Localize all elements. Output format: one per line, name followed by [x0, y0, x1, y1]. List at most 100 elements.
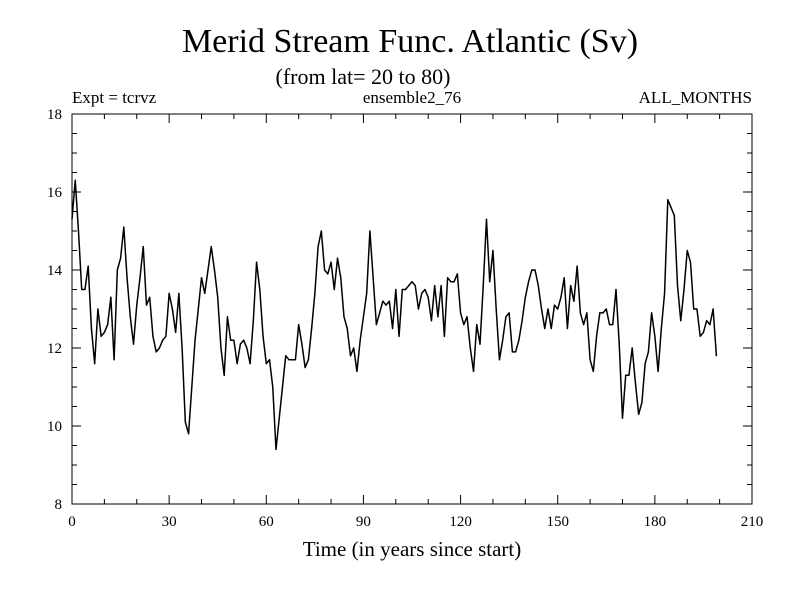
- data-point: [175, 331, 177, 333]
- chart-subtitle: (from lat= 20 to 80): [276, 64, 451, 89]
- data-point: [670, 207, 672, 209]
- series-line-0: [71, 179, 718, 451]
- data-point: [343, 316, 345, 318]
- x-tick-label: 150: [546, 514, 569, 530]
- expt-label: Expt = tcrvz: [72, 88, 157, 107]
- data-point: [265, 363, 267, 365]
- x-tick-label: 60: [259, 514, 274, 530]
- y-tick-label: 14: [47, 263, 63, 279]
- data-point: [570, 285, 572, 287]
- data-point: [563, 277, 565, 279]
- data-point: [699, 335, 701, 337]
- data-point: [359, 339, 361, 341]
- data-point: [527, 281, 530, 283]
- data-point: [340, 277, 342, 279]
- data-point: [424, 288, 426, 291]
- data-point: [362, 316, 365, 318]
- data-point: [84, 288, 86, 291]
- data-point: [123, 226, 125, 228]
- data-point: [515, 351, 517, 353]
- data-point: [200, 277, 203, 279]
- data-point: [456, 273, 458, 275]
- data-point: [612, 324, 614, 326]
- data-point: [466, 316, 468, 318]
- data-point: [657, 370, 659, 372]
- data-point: [388, 300, 390, 302]
- data-point: [327, 273, 329, 275]
- data-point: [625, 374, 627, 376]
- data-point: [709, 324, 711, 326]
- data-point: [187, 433, 190, 435]
- data-point: [90, 327, 93, 330]
- data-point: [408, 285, 410, 287]
- data-point: [430, 320, 433, 322]
- data-point: [333, 288, 335, 291]
- data-point: [278, 417, 280, 419]
- data-point: [602, 312, 604, 314]
- y-tick-label: 16: [47, 185, 63, 201]
- data-point: [119, 257, 122, 259]
- data-point: [404, 288, 407, 291]
- data-point: [81, 288, 83, 291]
- plot-area-frame: [71, 113, 753, 505]
- data-point: [301, 343, 303, 345]
- data-point: [391, 327, 394, 330]
- data-point: [126, 277, 128, 279]
- data-point: [110, 296, 112, 298]
- data-point: [191, 386, 193, 388]
- data-point: [427, 296, 429, 298]
- x-tick-label: 90: [356, 514, 371, 530]
- data-point: [437, 316, 439, 318]
- data-point: [288, 359, 290, 361]
- data-point: [693, 308, 695, 310]
- data-point: [330, 261, 332, 263]
- data-point: [608, 324, 611, 326]
- data-point: [204, 292, 206, 294]
- data-point: [663, 292, 666, 294]
- data-point: [145, 304, 148, 306]
- data-point: [459, 312, 462, 314]
- data-point: [680, 320, 682, 322]
- data-point: [495, 308, 497, 310]
- data-point: [421, 292, 423, 294]
- data-point: [518, 339, 520, 341]
- data-point: [618, 343, 620, 345]
- data-point: [314, 292, 316, 294]
- data-point: [589, 359, 591, 361]
- data-point: [502, 339, 504, 341]
- data-point: [485, 218, 488, 220]
- data-point: [634, 382, 637, 384]
- data-point: [77, 230, 80, 232]
- data-point: [294, 359, 297, 361]
- data-point: [223, 374, 225, 376]
- data-point: [489, 281, 491, 283]
- ensemble-label: ensemble2_76: [363, 88, 461, 107]
- data-point: [155, 351, 157, 353]
- data-point: [291, 359, 293, 361]
- data-point: [579, 312, 581, 314]
- months-label: ALL_MONTHS: [639, 88, 752, 107]
- y-tick-label: 8: [55, 497, 63, 513]
- data-point: [97, 308, 99, 310]
- data-point: [382, 300, 384, 302]
- data-point: [194, 339, 196, 341]
- data-point: [379, 312, 381, 314]
- data-point: [683, 288, 685, 291]
- data-point: [647, 351, 649, 353]
- data-point: [476, 324, 478, 326]
- data-point: [197, 308, 199, 310]
- data-point: [534, 269, 536, 271]
- data-point: [469, 347, 471, 349]
- data-point: [447, 277, 449, 279]
- data-point: [213, 269, 216, 271]
- data-point: [498, 359, 501, 361]
- x-axis-label: Time (in years since start): [303, 537, 522, 561]
- data-point: [599, 312, 601, 314]
- data-point: [651, 312, 653, 314]
- data-point: [511, 351, 513, 353]
- data-point: [453, 281, 455, 283]
- data-point: [171, 308, 173, 310]
- data-point: [702, 331, 705, 333]
- data-point: [243, 339, 245, 341]
- data-point: [323, 269, 326, 271]
